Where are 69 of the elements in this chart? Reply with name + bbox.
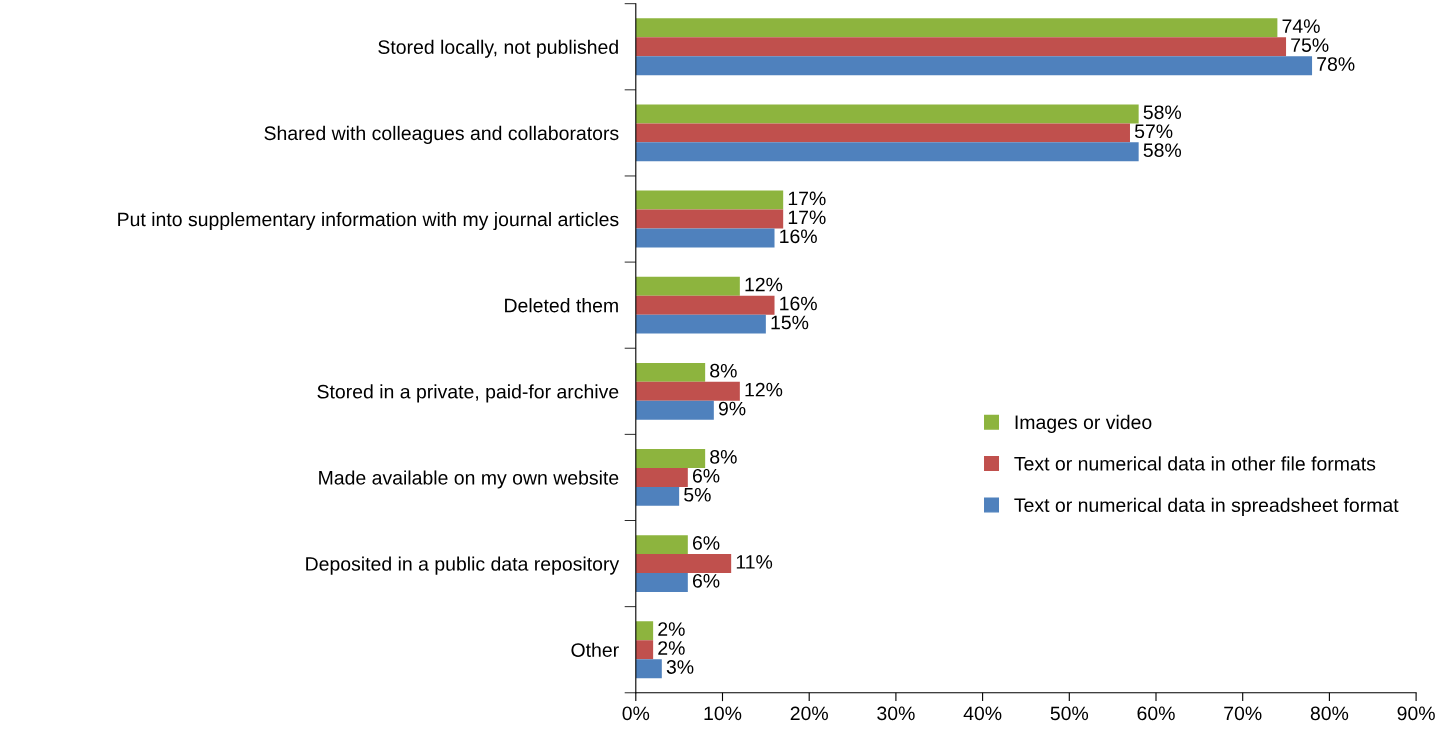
data-label: 75% [1291, 38, 1329, 52]
bar [635, 554, 732, 574]
bar [635, 314, 766, 334]
legend-label: Text or numerical data in spreadsheet format [1014, 497, 1399, 516]
y-tick-label: Deleted them [505, 298, 618, 313]
x-tick-label: 80% [1310, 706, 1349, 721]
bar [635, 535, 688, 555]
bar [635, 142, 1139, 162]
bar [635, 449, 706, 468]
data-label: 16% [780, 296, 817, 311]
data-label: 5% [684, 487, 711, 502]
bar [635, 621, 654, 641]
data-label: 6% [692, 536, 720, 550]
data-label: 2% [658, 641, 685, 655]
y-tick-label: Put into supplementary information with my journal articles [118, 211, 619, 231]
bar [635, 486, 680, 506]
data-label: 58% [1143, 105, 1182, 120]
bar [635, 228, 775, 248]
bar [635, 295, 775, 315]
data-label: 74% [1282, 19, 1320, 33]
data-label: 12% [745, 382, 783, 397]
y-tick-label: Made available on my own website [319, 470, 619, 489]
bar [635, 56, 1313, 76]
y-tick-label: Other [571, 642, 619, 657]
x-tick-label: 60% [1137, 706, 1175, 721]
data-label: 3% [666, 660, 694, 674]
data-label: 17% [788, 191, 826, 206]
bar [635, 209, 784, 229]
legend-label: Images or video [1015, 414, 1152, 433]
data-label: 17% [788, 210, 826, 225]
data-label: 15% [771, 315, 809, 330]
data-label: 8% [710, 363, 737, 378]
x-tick-label: 30% [877, 706, 915, 721]
data-label: 9% [718, 401, 746, 416]
y-tick-label: Stored in a private, paid-for archive [317, 384, 619, 403]
x-tick-label: 70% [1224, 706, 1262, 721]
bar [635, 381, 740, 401]
bar [635, 123, 1130, 143]
bar [635, 18, 1278, 38]
y-tick-label: Deposited in a public data repository [306, 556, 620, 575]
y-tick-label: Shared with colleagues and collaborators [264, 125, 619, 144]
data-label: 6% [692, 573, 720, 588]
bar [635, 640, 654, 660]
bar [635, 190, 784, 210]
bar [635, 573, 688, 592]
data-label: 6% [692, 468, 720, 483]
x-tick-label: 20% [790, 706, 828, 721]
bar [635, 659, 662, 679]
x-tick-label: 50% [1050, 706, 1089, 721]
x-tick-label: 40% [963, 706, 1002, 721]
bar [635, 37, 1287, 57]
data-label: 57% [1134, 124, 1173, 139]
y-tick-label: Stored locally, not published [378, 39, 618, 58]
data-label: 8% [710, 449, 737, 464]
data-label: 2% [658, 622, 685, 636]
x-tick-label: 90% [1397, 706, 1435, 721]
bar [635, 467, 688, 487]
data-label: 11% [736, 555, 773, 569]
data-label: 12% [745, 277, 783, 292]
x-tick-label: 10% [704, 706, 742, 721]
bar [635, 276, 740, 296]
bar [635, 400, 714, 420]
legend-label: Text or numerical data in other file formats [1014, 456, 1376, 471]
bar [635, 104, 1139, 124]
data-label: 58% [1143, 143, 1182, 158]
x-tick-label: 0% [622, 706, 650, 721]
data-label: 16% [780, 229, 817, 244]
data-label: 78% [1317, 57, 1355, 71]
bar [635, 362, 706, 382]
